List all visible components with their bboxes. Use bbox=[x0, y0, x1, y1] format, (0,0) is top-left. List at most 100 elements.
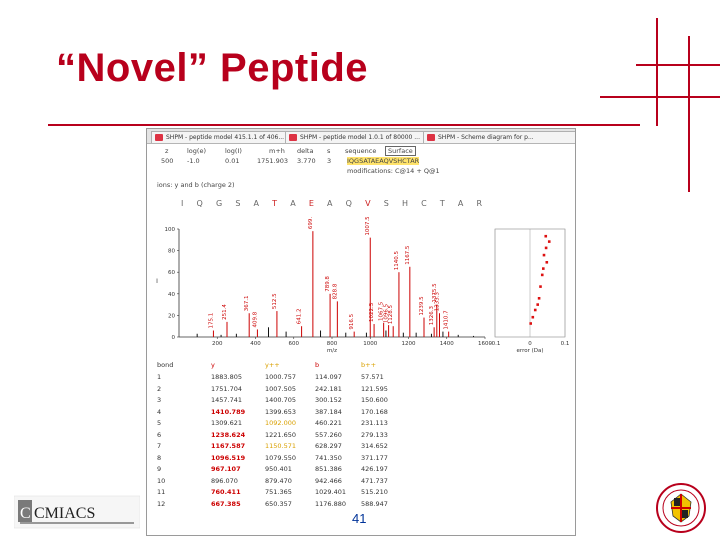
peak-label: 1096.5 bbox=[384, 303, 390, 323]
modifications-line: modifications: C@14 + Q@1 bbox=[347, 167, 440, 175]
table-cell: 3 bbox=[157, 396, 162, 404]
error-point bbox=[545, 261, 549, 264]
page-icon bbox=[427, 134, 435, 141]
table-cell: 371.177 bbox=[361, 453, 388, 462]
table-cell: 1410.789 bbox=[211, 407, 246, 416]
university-seal-icon bbox=[656, 483, 706, 533]
table-cell: 57.571 bbox=[361, 373, 384, 381]
table-cell: 628.297 bbox=[315, 442, 342, 450]
svg-text:C: C bbox=[20, 505, 31, 522]
fragment-letter: R bbox=[476, 199, 488, 208]
table-cell: 879.470 bbox=[265, 476, 292, 485]
table-cell: 5 bbox=[157, 419, 162, 427]
table-cell: 1 bbox=[157, 373, 162, 381]
table-cell: 279.133 bbox=[361, 430, 388, 439]
peak-label: 789.8 bbox=[325, 276, 331, 292]
decorative-line bbox=[600, 96, 720, 98]
table-cell: 300.152 bbox=[315, 396, 342, 404]
table-cell: 1400.705 bbox=[265, 396, 297, 404]
table-header-cell: b++ bbox=[361, 361, 377, 369]
tab-label: SHPM - Scheme diagram for p... bbox=[438, 134, 534, 141]
ions-line: ions: y and b (charge 2) bbox=[157, 181, 235, 189]
slide-title: “Novel” Peptide bbox=[56, 46, 369, 90]
table-cell: 1457.741 bbox=[211, 396, 243, 404]
peak-label: 512.5 bbox=[272, 293, 278, 309]
col-label-log-e: log(e) bbox=[187, 147, 206, 155]
tab-label: SHPM - peptide model 1.0.1 of 80000 ... bbox=[300, 134, 420, 141]
table-cell: 8 bbox=[157, 453, 162, 462]
browser-tab[interactable]: SHPM - peptide model 415.1.1 of 406... × bbox=[151, 131, 297, 143]
peak-label: 409.8 bbox=[252, 311, 258, 327]
table-cell: 4 bbox=[157, 407, 162, 416]
browser-tab[interactable]: SHPM - peptide model 1.0.1 of 80000 ... … bbox=[285, 131, 435, 143]
page-icon bbox=[155, 134, 163, 141]
y-axis-label: I bbox=[156, 278, 158, 285]
table-cell: 557.260 bbox=[315, 430, 342, 439]
spectrum-viewer-screenshot: SHPM - peptide model 415.1.1 of 406... ×… bbox=[146, 128, 576, 536]
table-cell: 9 bbox=[157, 465, 162, 473]
table-cell: 1000.757 bbox=[265, 373, 297, 381]
fragment-letter: C bbox=[421, 199, 433, 208]
col-label-mh: m+h bbox=[269, 147, 285, 155]
x-tick-label: 600 bbox=[289, 341, 300, 347]
result-sequence[interactable]: IQGSATAEAQVSHCTAR bbox=[347, 157, 420, 165]
x-tick-label: 1200 bbox=[402, 341, 416, 347]
error-point bbox=[537, 297, 541, 300]
fragment-letter: Q bbox=[196, 199, 209, 208]
table-cell: 471.737 bbox=[361, 476, 388, 485]
table-cell: 650.357 bbox=[265, 499, 292, 508]
y-tick-label: 80 bbox=[168, 249, 175, 255]
y-tick-label: 0 bbox=[172, 335, 176, 341]
table-cell: 231.113 bbox=[361, 419, 388, 427]
y-tick-label: 20 bbox=[168, 313, 175, 319]
peak-label: 1375.5 bbox=[432, 283, 438, 303]
result-log-e: -1.0 bbox=[187, 157, 200, 165]
x-tick-label: 1600 bbox=[478, 341, 492, 347]
table-cell: 170.168 bbox=[361, 407, 388, 416]
table-cell: 751.365 bbox=[265, 488, 292, 496]
table-cell: 1221.650 bbox=[265, 430, 297, 439]
peak-label: 828.8 bbox=[332, 283, 338, 299]
result-delta: 3.770 bbox=[297, 157, 316, 165]
error-point bbox=[536, 303, 539, 306]
table-cell: 6 bbox=[157, 430, 162, 439]
table-cell: 1883.805 bbox=[211, 373, 243, 381]
table-header-cell: b bbox=[315, 361, 320, 369]
peak-label: 699.8 bbox=[308, 217, 314, 229]
col-label-s: s bbox=[327, 147, 331, 155]
peak-label: 1410.7 bbox=[444, 310, 450, 330]
x-tick-label: 1400 bbox=[440, 341, 454, 347]
error-point bbox=[533, 308, 537, 312]
error-point bbox=[539, 285, 542, 288]
sequence-button[interactable]: Surface bbox=[385, 146, 416, 156]
error-point bbox=[544, 246, 548, 250]
error-point bbox=[542, 253, 546, 257]
fragment-letter: S bbox=[383, 199, 395, 208]
fragment-letter: T bbox=[272, 199, 283, 208]
peak-label: 1067.5 bbox=[379, 301, 385, 321]
result-mh: 1751.903 bbox=[257, 157, 289, 165]
decorative-line bbox=[48, 124, 640, 126]
table-cell: 387.184 bbox=[315, 407, 342, 416]
fragment-letter: A bbox=[290, 199, 301, 208]
table-cell: 242.181 bbox=[315, 384, 342, 393]
x-axis-label: m/z bbox=[327, 348, 337, 354]
fragment-letter: H bbox=[401, 199, 414, 208]
table-cell: 1007.505 bbox=[265, 384, 297, 393]
browser-tab[interactable]: SHPM - Scheme diagram for p... × bbox=[423, 131, 575, 143]
fragment-letter: Q bbox=[345, 199, 358, 208]
table-cell: 426.197 bbox=[361, 465, 388, 473]
col-label-delta: delta bbox=[297, 147, 314, 155]
result-id: 500 bbox=[161, 157, 174, 165]
table-cell: 121.595 bbox=[361, 384, 388, 393]
table-cell: 760.411 bbox=[211, 488, 241, 496]
decorative-line bbox=[636, 64, 720, 66]
peak-label: 251.4 bbox=[222, 304, 228, 320]
table-header-cell: y bbox=[211, 361, 215, 369]
error-x-axis-label: error (Da) bbox=[517, 348, 544, 354]
table-cell: 1399.653 bbox=[265, 407, 297, 416]
table-cell: 1092.000 bbox=[265, 419, 297, 427]
table-cell: 12 bbox=[157, 499, 166, 508]
peak-label: 1333.3 bbox=[434, 291, 440, 311]
tab-label: SHPM - peptide model 415.1.1 of 406... bbox=[166, 134, 285, 141]
